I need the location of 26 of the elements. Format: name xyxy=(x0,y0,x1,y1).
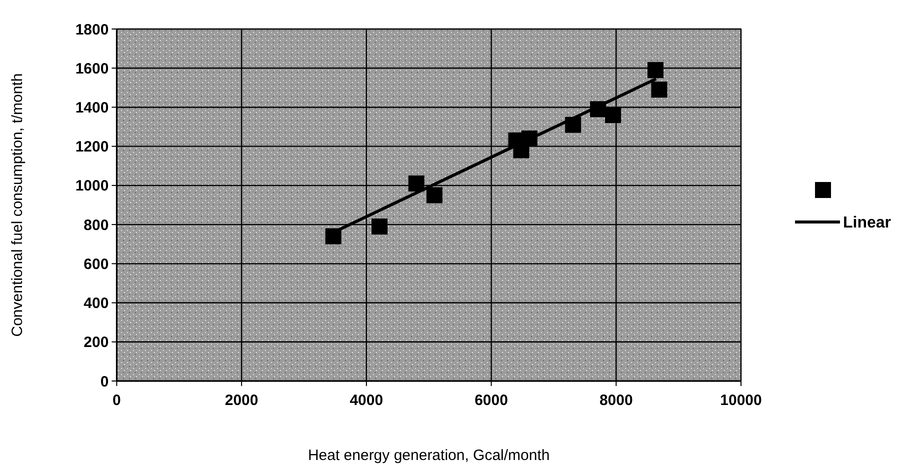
point xyxy=(647,62,664,78)
point xyxy=(426,187,442,204)
y-tick-label: 0 xyxy=(100,373,109,390)
y-tick-label: 600 xyxy=(84,256,109,273)
y-tick-label: 400 xyxy=(84,295,109,312)
y-tick-label: 800 xyxy=(84,216,109,234)
x-tick-label: 4000 xyxy=(350,392,384,409)
point xyxy=(372,218,388,235)
point xyxy=(408,175,424,192)
point xyxy=(651,82,668,98)
x-tick-label: 2000 xyxy=(224,392,258,409)
point xyxy=(605,107,622,124)
y-tick-label: 1200 xyxy=(75,138,109,156)
legend-label: Linear xyxy=(843,214,892,232)
x-tick-label: 6000 xyxy=(474,392,508,409)
x-tick-label: 10000 xyxy=(720,392,762,409)
point xyxy=(325,228,342,244)
y-tick-label: 1600 xyxy=(75,60,109,78)
y-tick-label: 1400 xyxy=(75,99,109,116)
x-axis-title: Heat energy generation, Gcal/month xyxy=(308,447,550,464)
x-tick-label: 0 xyxy=(112,392,121,409)
y-tick-label: 1800 xyxy=(75,21,109,38)
y-tick-label: 200 xyxy=(84,334,109,352)
y-tick-label: 1000 xyxy=(75,178,109,195)
y-axis-title: Conventional fuel consumption, t/month xyxy=(9,73,26,337)
x-tick-label: 8000 xyxy=(599,392,633,409)
